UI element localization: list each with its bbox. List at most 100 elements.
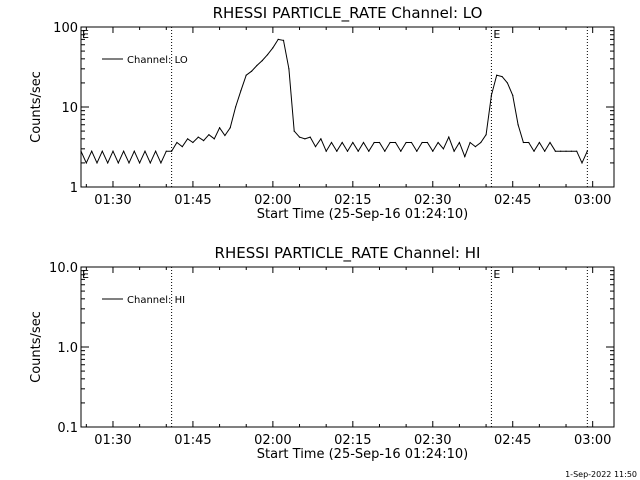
data-point xyxy=(234,106,237,108)
data-point xyxy=(240,90,242,92)
x-tick-label: 03:00 xyxy=(574,433,611,448)
data-point xyxy=(346,150,349,152)
legend-entry: Channel: LO xyxy=(127,55,188,66)
series-line-channel-lo xyxy=(80,38,588,165)
data-point xyxy=(373,141,375,144)
data-point xyxy=(560,150,562,152)
data-point xyxy=(123,150,125,152)
data-point xyxy=(128,162,130,164)
data-point xyxy=(458,141,461,144)
data-point xyxy=(155,150,157,152)
data-point xyxy=(528,141,530,144)
data-point xyxy=(474,145,477,148)
chart-panel-hi: RHESSI PARTICLE_RATE Channel: HI Counts/s… xyxy=(29,244,615,462)
data-point xyxy=(453,150,455,152)
data-point xyxy=(512,94,514,96)
x-axis-label: Start Time (25-Sep-16 01:24:10) xyxy=(257,207,468,222)
data-point xyxy=(389,141,391,144)
data-point xyxy=(362,141,365,144)
x-tick-label: 02:30 xyxy=(414,433,451,448)
data-point xyxy=(101,150,103,152)
data-point xyxy=(410,141,413,144)
data-point xyxy=(533,150,535,152)
y-tick-label: 1.0 xyxy=(57,341,78,356)
y-axis-label: Counts/sec xyxy=(29,311,44,383)
data-point xyxy=(181,145,183,148)
data-point xyxy=(581,162,583,164)
data-point xyxy=(554,150,556,152)
data-point xyxy=(288,68,290,70)
data-point xyxy=(117,162,119,164)
data-point xyxy=(250,70,253,72)
legend-entry: Channel: HI xyxy=(127,295,185,306)
x-tick-label: 02:15 xyxy=(334,433,371,448)
data-point xyxy=(91,150,93,152)
data-point xyxy=(437,141,439,144)
data-point xyxy=(352,141,354,144)
x-tick-label: 02:00 xyxy=(254,193,291,208)
data-point xyxy=(107,162,109,164)
data-point xyxy=(576,150,578,152)
data-point xyxy=(490,94,493,96)
data-point xyxy=(405,141,407,144)
data-point xyxy=(565,150,567,152)
event-marker-label: E xyxy=(493,28,500,41)
data-point xyxy=(144,150,146,152)
data-point xyxy=(522,141,524,144)
data-point xyxy=(96,162,98,164)
y-tick-label: 100 xyxy=(53,21,78,36)
data-point xyxy=(149,162,151,164)
data-point xyxy=(165,150,167,152)
data-point xyxy=(229,127,231,129)
data-point xyxy=(416,150,418,152)
data-point xyxy=(309,136,311,138)
data-point xyxy=(357,150,359,152)
data-point xyxy=(368,150,370,152)
data-point xyxy=(517,124,519,126)
data-point xyxy=(245,74,247,76)
data-point xyxy=(394,141,397,144)
data-point xyxy=(314,145,317,148)
plot-timestamp: 1-Sep-2022 11:50 xyxy=(565,470,637,479)
data-point xyxy=(272,47,274,49)
data-point xyxy=(384,150,386,152)
data-point xyxy=(506,82,508,84)
data-point xyxy=(325,150,327,152)
data-point xyxy=(501,75,503,78)
chart-panel-lo: RHESSI PARTICLE_RATE Channel: LO Counts/s… xyxy=(29,4,615,222)
chart-legend: Channel: LO xyxy=(102,55,188,66)
corner-label: E xyxy=(82,268,89,281)
data-point xyxy=(485,134,487,136)
data-point xyxy=(432,150,434,152)
data-point xyxy=(218,127,221,129)
data-point xyxy=(202,140,205,142)
y-tick-label: 10.0 xyxy=(49,261,78,276)
data-point xyxy=(208,134,210,136)
data-point xyxy=(133,150,135,152)
data-point xyxy=(538,141,540,144)
x-tick-label: 02:30 xyxy=(414,193,451,208)
data-point xyxy=(549,141,551,144)
corner-label: E xyxy=(82,28,89,41)
data-point xyxy=(176,141,178,144)
data-point xyxy=(80,150,82,152)
x-tick-label: 02:45 xyxy=(494,433,531,448)
data-point xyxy=(421,141,423,144)
event-marker-label: E xyxy=(493,268,500,281)
data-point xyxy=(192,141,194,144)
data-point xyxy=(160,162,162,164)
data-point xyxy=(293,130,295,132)
data-point xyxy=(586,150,588,152)
data-point xyxy=(261,60,263,62)
data-point xyxy=(378,141,381,144)
chart-title: RHESSI PARTICLE_RATE Channel: HI xyxy=(215,244,481,263)
data-point xyxy=(442,148,445,150)
data-point xyxy=(85,162,87,164)
data-point xyxy=(112,150,114,152)
data-point xyxy=(139,162,141,164)
x-tick-label: 03:00 xyxy=(574,193,611,208)
x-tick-label: 01:45 xyxy=(174,433,211,448)
data-point xyxy=(400,150,402,152)
